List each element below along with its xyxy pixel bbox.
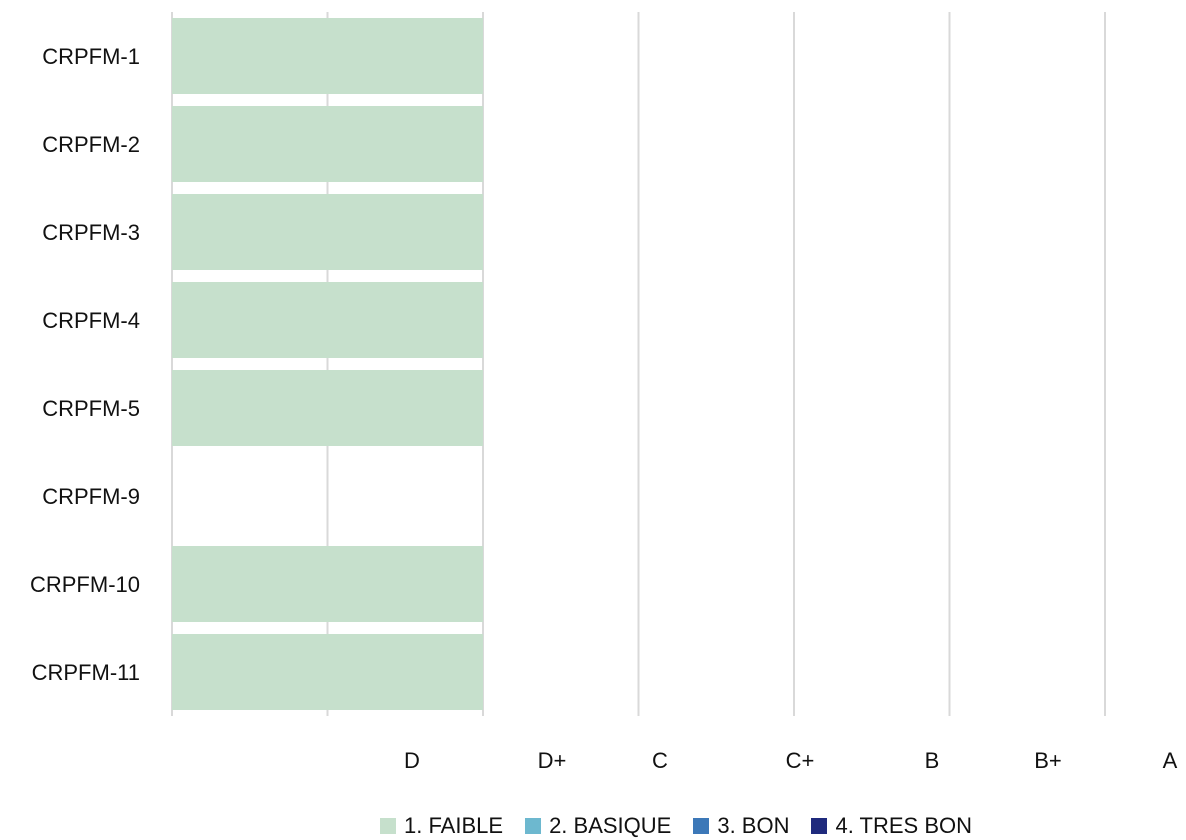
y-tick-label: CRPFM-5 — [42, 396, 140, 421]
x-axis-labels: D D+ C C+ B B+ A — [404, 748, 1178, 773]
bar — [172, 546, 483, 622]
legend-item-tres-bon: 4. TRES BON — [811, 812, 972, 840]
legend-swatch — [525, 818, 542, 834]
x-tick-label: D — [404, 748, 420, 773]
y-tick-label: CRPFM-9 — [42, 484, 140, 509]
x-tick-label: B — [925, 748, 940, 773]
legend-item-faible: 1. FAIBLE — [380, 812, 503, 840]
x-tick-label: D+ — [538, 748, 567, 773]
legend-item-basique: 2. BASIQUE — [525, 812, 671, 840]
x-tick-label: C — [652, 748, 668, 773]
legend-label: 2. BASIQUE — [549, 813, 672, 838]
bar — [172, 194, 483, 270]
legend-label: 3. BON — [717, 813, 790, 838]
y-tick-label: CRPFM-11 — [32, 660, 140, 685]
x-tick-label: C+ — [786, 748, 815, 773]
bar — [172, 634, 483, 710]
legend-item-bon: 3. BON — [693, 812, 789, 840]
legend-swatch — [693, 818, 710, 834]
bars — [172, 18, 483, 710]
legend-swatch — [380, 818, 396, 834]
x-tick-label: B+ — [1034, 748, 1062, 773]
y-tick-label: CRPFM-3 — [42, 220, 140, 245]
bar — [172, 106, 483, 182]
legend-swatch — [811, 818, 828, 834]
bar — [172, 18, 483, 94]
y-tick-label: CRPFM-2 — [42, 132, 140, 157]
legend-label: 4. TRES BON — [835, 813, 973, 838]
y-tick-label: CRPFM-1 — [42, 44, 140, 69]
y-tick-label: CRPFM-10 — [30, 572, 140, 597]
legend: 1. FAIBLE 2. BASIQUE 3. BON 4. TRES BON — [380, 812, 972, 840]
x-tick-label: A — [1163, 748, 1178, 773]
y-axis-labels: CRPFM-1 CRPFM-2 CRPFM-3 CRPFM-4 CRPFM-5 CRPFM… — [30, 44, 140, 685]
bar — [172, 282, 483, 358]
legend-label: 1. FAIBLE — [404, 813, 504, 838]
bar — [172, 370, 483, 446]
y-tick-label: CRPFM-4 — [42, 308, 140, 333]
